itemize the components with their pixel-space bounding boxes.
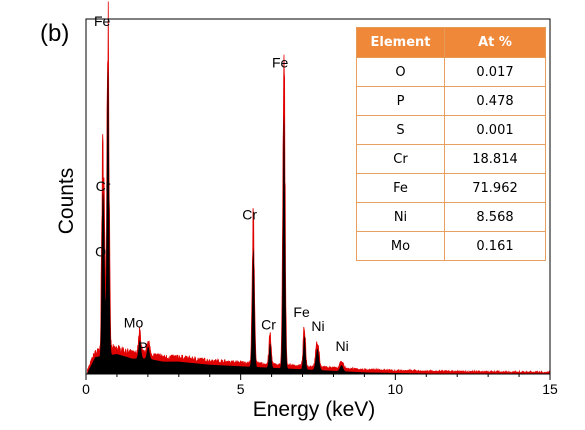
- peak-label: Cr: [242, 207, 257, 223]
- peak-label: Mo: [124, 315, 144, 331]
- at-percent-cell: 0.001: [444, 115, 546, 145]
- element-column-header: Element: [356, 27, 445, 58]
- peak-label: Ni: [336, 338, 349, 354]
- peak-label: Fe: [94, 13, 111, 29]
- at-percent-cell: 71.962: [444, 173, 546, 203]
- element-cell: P: [356, 86, 445, 116]
- at-percent-cell: 0.161: [444, 231, 546, 261]
- table-header-row: Element At %: [356, 27, 546, 58]
- plot-frame: [85, 18, 551, 375]
- element-cell: S: [356, 115, 445, 145]
- at-percent-cell: 8.568: [444, 202, 546, 232]
- element-cell: Ni: [356, 202, 445, 232]
- peak-label: O: [95, 244, 106, 260]
- spectrum-layer: [87, 1, 551, 375]
- table-row: Cr 18.814: [356, 144, 546, 174]
- table-row: Ni 8.568: [356, 202, 546, 232]
- at-percent-cell: 0.478: [444, 86, 546, 116]
- peak-label: Fe: [293, 304, 310, 320]
- at-percent-cell: 18.814: [444, 144, 546, 174]
- peak-label: Cr: [96, 178, 111, 194]
- peak-label: Cr: [261, 317, 276, 333]
- table-row: S 0.001: [356, 115, 546, 145]
- element-cell: O: [356, 57, 445, 87]
- peak-label: Ni: [311, 318, 324, 334]
- peak-label: Fe: [272, 54, 289, 70]
- composition-table: Element At % O 0.017 P 0.478 S 0.001 Cr 18.8…: [356, 27, 546, 261]
- x-tick-label: 10: [388, 381, 404, 397]
- x-axis: 0 5 10 15: [82, 374, 558, 397]
- at-percent-column-header: At %: [444, 27, 546, 58]
- table-row: P 0.478: [356, 86, 546, 116]
- element-cell: Mo: [356, 231, 445, 261]
- table-row: Fe 71.962: [356, 173, 546, 203]
- x-axis-title: Energy (keV): [253, 398, 376, 421]
- x-tick-label: 15: [542, 381, 558, 397]
- at-percent-cell: 0.017: [444, 57, 546, 87]
- table-row: O 0.017: [356, 57, 546, 87]
- spectrum-edge-series: [87, 1, 551, 375]
- peak-label: P: [138, 339, 147, 355]
- x-tick-label: 0: [82, 381, 90, 397]
- element-cell: Cr: [356, 144, 445, 174]
- panel-label: (b): [40, 20, 70, 47]
- y-axis-title: Counts: [55, 168, 78, 235]
- table-row: Mo 0.161: [356, 231, 546, 261]
- x-tick-label: 5: [237, 381, 245, 397]
- element-cell: Fe: [356, 173, 445, 203]
